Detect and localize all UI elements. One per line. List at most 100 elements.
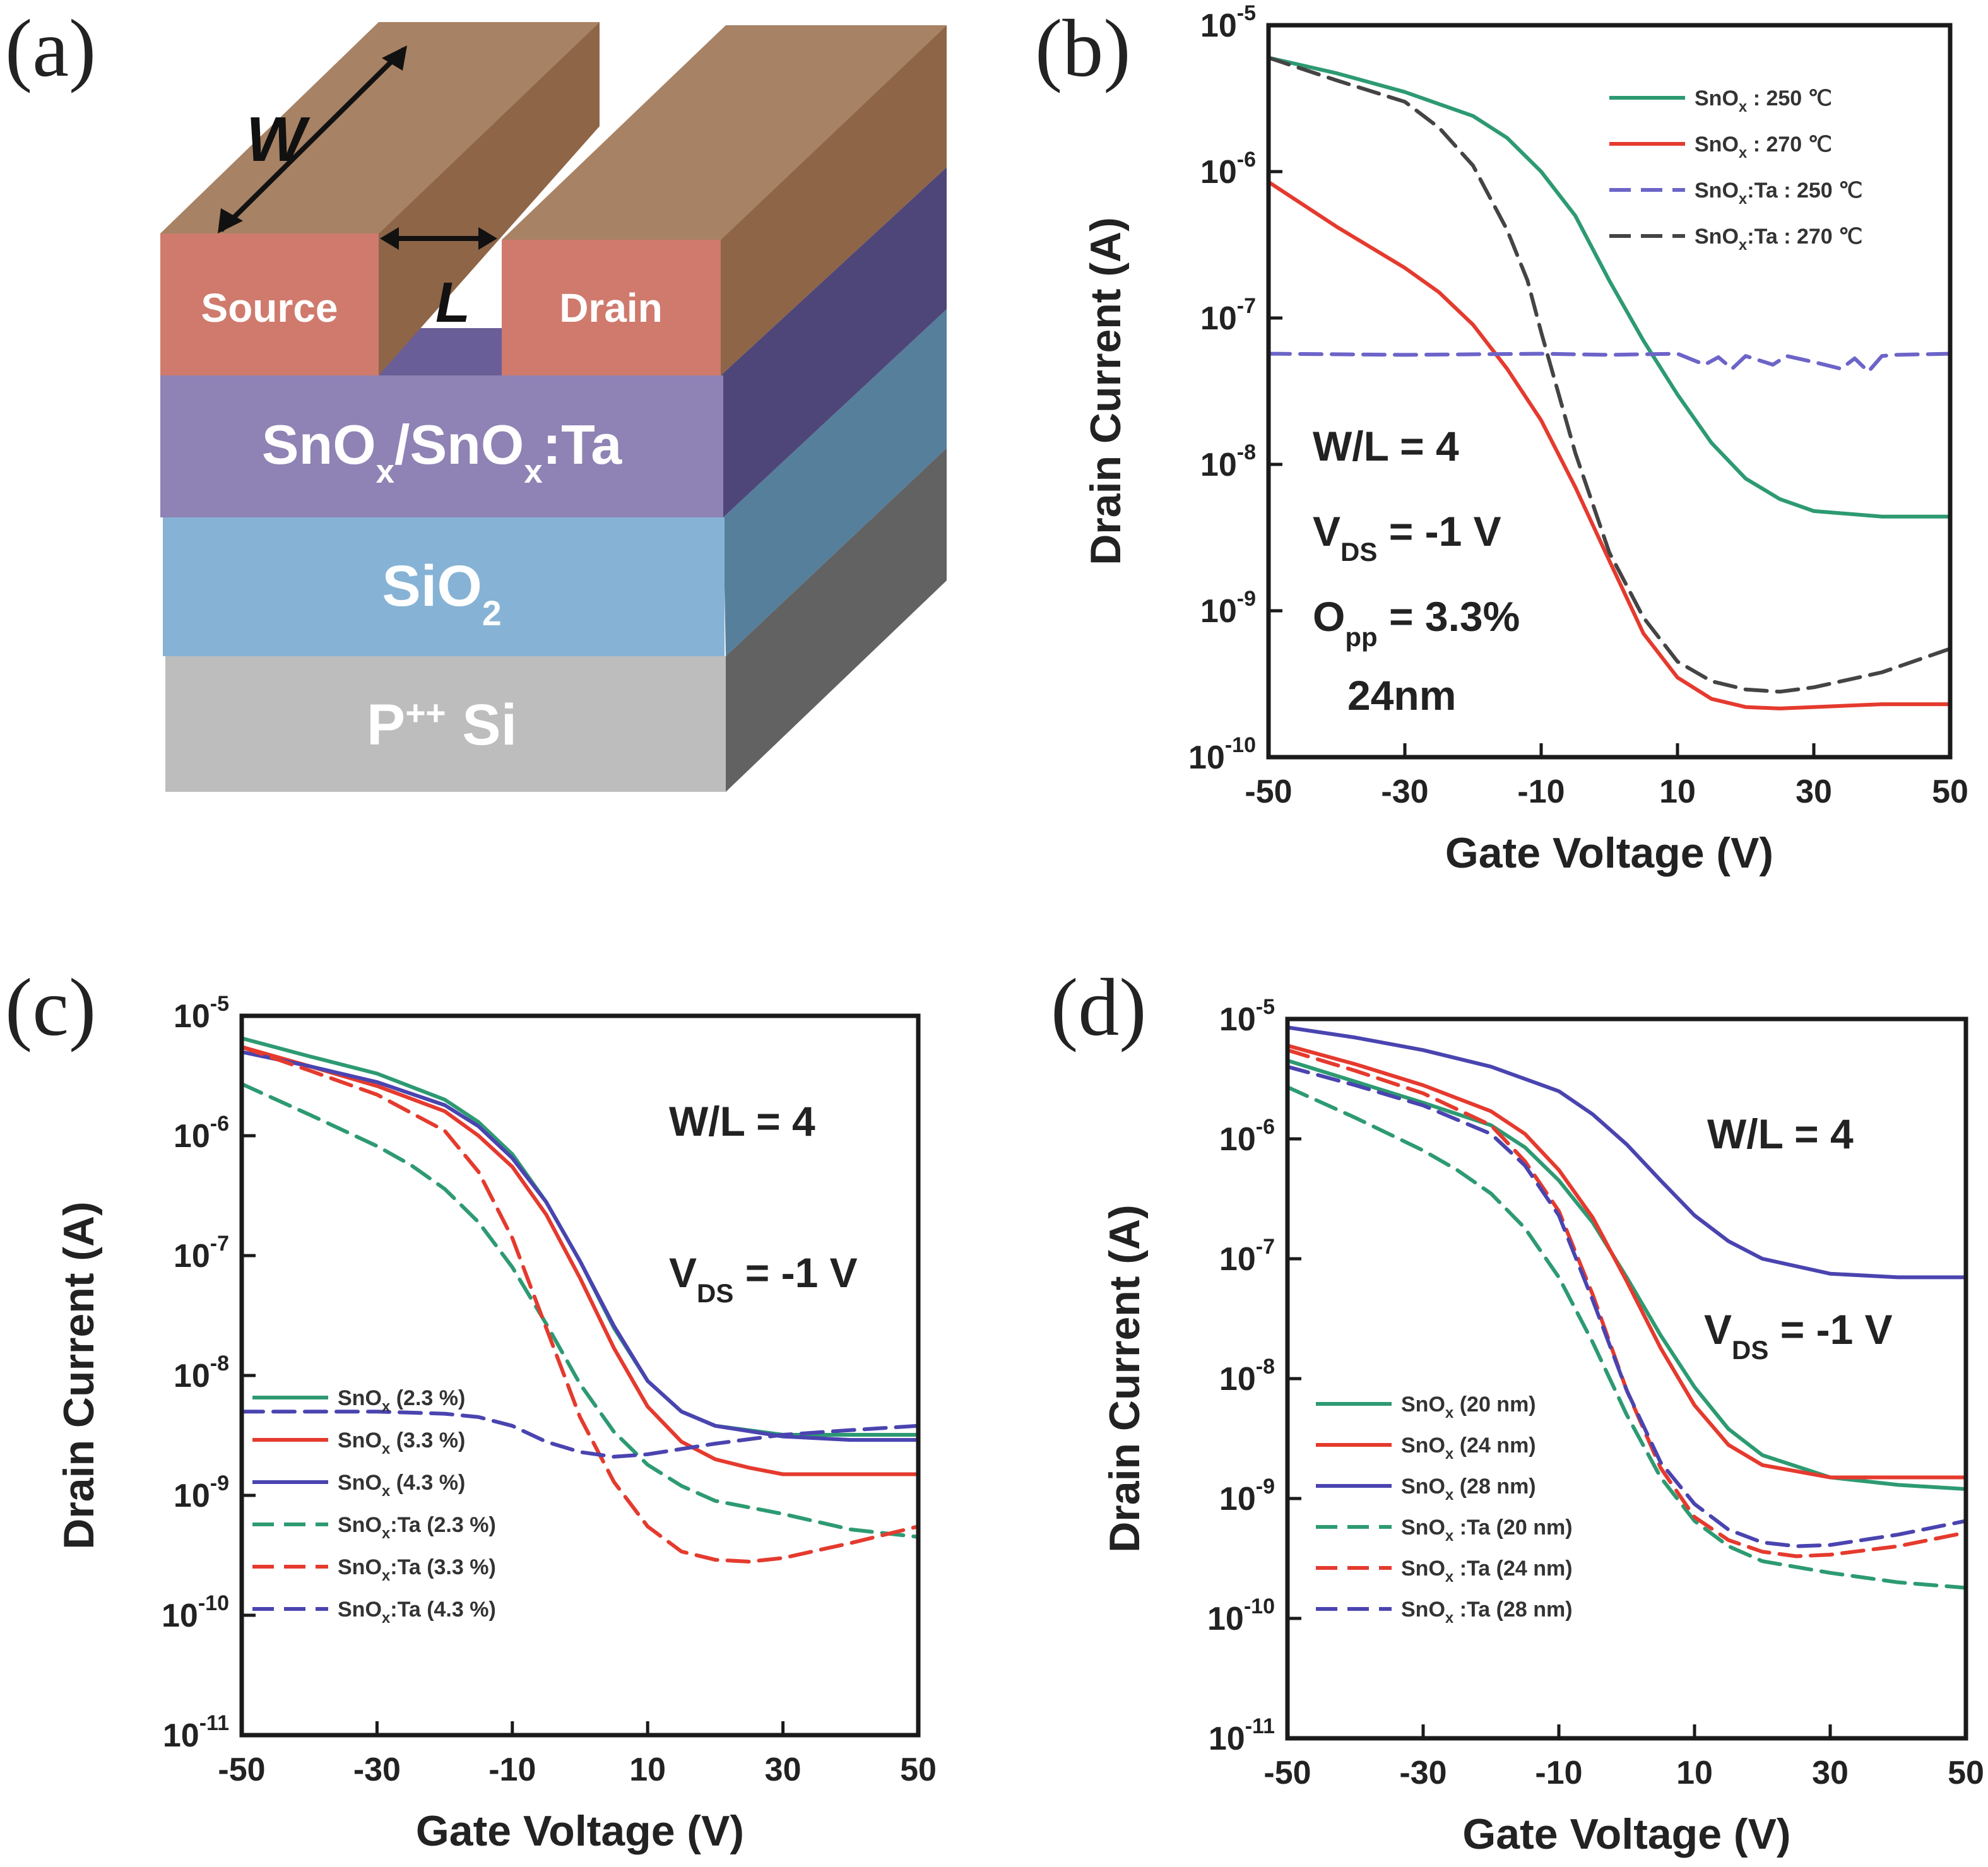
y-tick-label: 10-11 — [163, 1711, 229, 1754]
y-tick-label: 10-8 — [1200, 440, 1256, 483]
series-line-2 — [242, 1045, 918, 1476]
x-tick-label: 30 — [1812, 1755, 1849, 1791]
chart-panel-d: (d) -50 -30 -10 10 30 50 10-11 10-10 10-9 10-8 10-7… — [1051, 962, 1984, 1858]
y-tick-label: 10-6 — [1219, 1115, 1275, 1158]
drain-label: Drain — [559, 285, 663, 331]
chart-annotation: W/L = 4 — [669, 1098, 815, 1145]
y-tick-label: 10-6 — [174, 1112, 229, 1155]
series-line-4 — [242, 1082, 918, 1539]
plot-frame — [1285, 1016, 1968, 1741]
panel-b-letter: (b) — [1035, 3, 1131, 94]
y-tick-label: 10-9 — [1200, 587, 1256, 630]
legend: SnOx : 250 ℃ SnOx : 270 ℃ SnOx:Ta : 250 ℃ S… — [1609, 86, 1862, 254]
width-label: W — [246, 104, 311, 175]
width-arrow — [219, 47, 406, 232]
channel-front — [160, 375, 723, 517]
legend-label: SnOx (3.3 %) — [338, 1428, 465, 1458]
legend: SnOx (2.3 %) SnOx (3.3 %) SnOx (4.3 %) SnOx… — [252, 1386, 496, 1627]
x-tick-label: 10 — [1676, 1755, 1713, 1791]
plot-frame — [239, 1013, 921, 1738]
legend-label: SnOx : 270 ℃ — [1695, 133, 1832, 162]
chart-panel-c: (c) -50 -30 -10 10 30 50 10-11 10-10 10-9 10-8 10-7… — [5, 962, 937, 1855]
chart-annotation: 24nm — [1347, 672, 1456, 719]
legend-label: SnOx (24 nm) — [1401, 1434, 1536, 1463]
oxide-side — [723, 309, 947, 656]
device-schematic: (a) W L Source Drain SnOx/SnOx:Ta SiO2 — [5, 3, 947, 792]
legend-label: SnOx : 250 ℃ — [1695, 86, 1832, 115]
y-tick-label: 10-9 — [174, 1471, 229, 1514]
x-tick-label: 50 — [1932, 774, 1968, 810]
oxide-front — [163, 517, 725, 656]
legend-label: SnOx:Ta (4.3 %) — [338, 1598, 496, 1627]
x-axis-title: Gate Voltage (V) — [1445, 829, 1773, 877]
x-tick-label: -30 — [353, 1752, 401, 1788]
chart-annotation: VDS = -1 V — [1704, 1306, 1893, 1365]
y-tick-label: 10-7 — [174, 1232, 229, 1275]
x-tick-label: -10 — [488, 1752, 536, 1788]
legend-label: SnOx:Ta (3.3 %) — [338, 1555, 496, 1584]
x-tick-label: -30 — [1399, 1755, 1447, 1791]
series-line-3 — [242, 1050, 918, 1442]
series-line-1 — [1269, 56, 1950, 519]
series-line-5 — [242, 1045, 918, 1564]
drain-side — [721, 25, 947, 375]
y-tick-label: 10-5 — [1200, 1, 1256, 44]
substrate-label: P++ Si — [367, 693, 517, 757]
chart-annotation: W/L = 4 — [1707, 1110, 1854, 1157]
channel-side — [721, 167, 947, 517]
legend-label: SnOx:Ta : 250 ℃ — [1695, 179, 1862, 208]
series-line-5 — [1287, 1048, 1966, 1558]
width-arrow-head-top — [382, 45, 407, 71]
chart-annotation: VDS = -1 V — [1313, 508, 1501, 567]
y-axis-title: Drain Current (A) — [1082, 217, 1130, 565]
x-tick-label: 30 — [1796, 774, 1832, 810]
series-group — [1269, 56, 1950, 710]
panel-a-letter: (a) — [5, 3, 96, 94]
channel-label: SnOx/SnOx:Ta — [262, 413, 623, 490]
source-label: Source — [201, 285, 338, 331]
y-tick-label: 10-5 — [1219, 995, 1275, 1038]
legend-label: SnOx :Ta (24 nm) — [1401, 1557, 1573, 1586]
legend-label: SnOx (20 nm) — [1401, 1393, 1536, 1422]
drain-front — [502, 240, 721, 375]
x-tick-label: 30 — [765, 1752, 802, 1788]
x-tick-label: -30 — [1381, 774, 1428, 810]
substrate-side — [726, 448, 947, 792]
legend: SnOx (20 nm) SnOx (24 nm) SnOx (28 nm) SnOx… — [1316, 1393, 1573, 1627]
x-tick-label: -50 — [218, 1752, 265, 1788]
y-tick-label: 10-9 — [1219, 1475, 1275, 1517]
series-line-6 — [1287, 1064, 1966, 1548]
x-tick-label: 50 — [900, 1752, 937, 1788]
y-tick-label: 10-5 — [174, 992, 229, 1035]
x-axis-title: Gate Voltage (V) — [1462, 1810, 1790, 1858]
panel-c-letter: (c) — [5, 962, 96, 1053]
y-tick-label: 10-8 — [174, 1352, 229, 1394]
x-tick-label: -10 — [1517, 774, 1565, 810]
width-arrow-head-bottom — [218, 208, 243, 233]
series-line-2 — [1269, 180, 1950, 710]
x-tick-label: 50 — [1948, 1755, 1984, 1791]
x-axis-title: Gate Voltage (V) — [416, 1807, 744, 1855]
chart-annotation: Opp = 3.3% — [1313, 593, 1520, 652]
series-group — [1287, 1025, 1966, 1590]
legend-label: SnOx:Ta : 270 ℃ — [1695, 225, 1862, 254]
x-tick-label: -50 — [1245, 774, 1292, 810]
series-line-6 — [242, 1410, 918, 1459]
length-arrow-head-left — [380, 227, 399, 250]
series-line-3 — [1269, 351, 1950, 374]
oxide-label: SiO2 — [382, 554, 501, 633]
x-tick-label: 10 — [629, 1752, 666, 1788]
y-tick-label: 10-8 — [1219, 1355, 1275, 1398]
y-tick-label: 10-6 — [1200, 148, 1256, 191]
chart-annotation: VDS = -1 V — [669, 1249, 858, 1308]
y-tick-label: 10-10 — [1188, 733, 1256, 776]
legend-label: SnOx :Ta (28 nm) — [1401, 1598, 1573, 1627]
y-axis-title: Drain Current (A) — [55, 1201, 103, 1550]
y-axis-title: Drain Current (A) — [1101, 1204, 1149, 1553]
y-tick-label: 10-10 — [162, 1591, 229, 1634]
series-line-4 — [1287, 1085, 1966, 1590]
series-line-1 — [242, 1036, 918, 1437]
x-tick-label: 10 — [1659, 774, 1696, 810]
legend-label: SnOx:Ta (2.3 %) — [338, 1513, 496, 1542]
legend-label: SnOx (2.3 %) — [338, 1386, 465, 1415]
